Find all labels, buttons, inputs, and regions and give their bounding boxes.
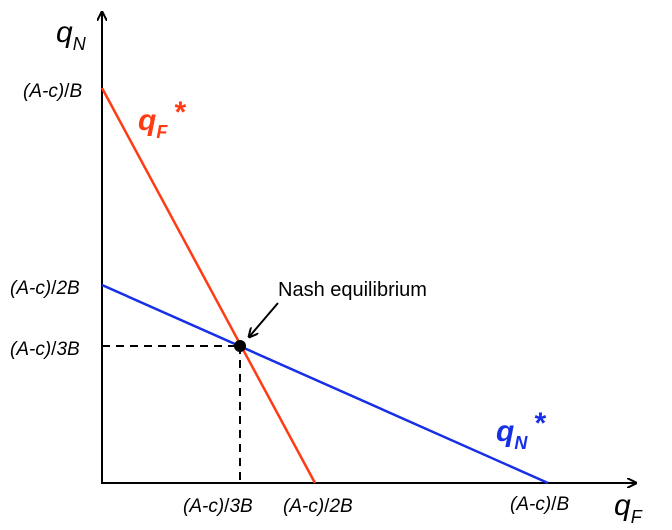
x-tick-a-c-over-b: (A-c)/B	[510, 494, 569, 515]
x-tick-a-c-over-2b: (A-c)/2B	[283, 496, 353, 517]
y-tick-a-c-over-2b: (A-c)/2B	[10, 278, 80, 299]
y-tick-a-c-over-3b: (A-c)/3B	[10, 339, 80, 360]
x-tick-a-c-over-3b: (A-c)/3B	[183, 496, 253, 517]
x-axis-label: qF	[614, 489, 643, 527]
qn-reaction-line	[101, 283, 549, 485]
qn-star-label: qN*	[496, 407, 546, 453]
qf-star-label: qF*	[138, 96, 186, 142]
y-tick-a-c-over-b: (A-c)/B	[23, 81, 82, 102]
y-axis-label: qN	[56, 16, 87, 54]
nash-equilibrium-label: Nash equilibrium	[278, 279, 427, 301]
annotation-arrow	[249, 302, 279, 337]
nash-equilibrium-point	[234, 340, 246, 352]
qf-reaction-line	[100, 87, 317, 484]
